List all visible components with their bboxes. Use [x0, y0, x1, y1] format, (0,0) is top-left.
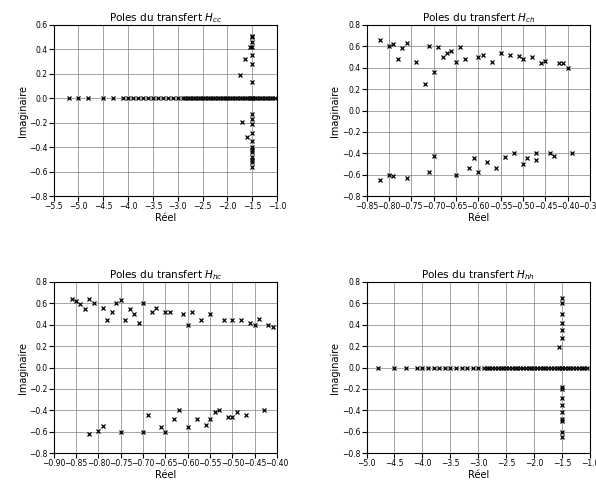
Y-axis label: Imaginaire: Imaginaire: [330, 85, 340, 136]
Title: Poles du transfert $H_{hc}$: Poles du transfert $H_{hc}$: [108, 268, 222, 281]
Title: Poles du transfert $H_{ch}$: Poles du transfert $H_{ch}$: [421, 11, 535, 24]
X-axis label: Réel: Réel: [468, 470, 489, 480]
X-axis label: Réel: Réel: [468, 213, 489, 223]
Y-axis label: Imaginaire: Imaginaire: [330, 342, 340, 393]
Title: Poles du transfert $H_{cc}$: Poles du transfert $H_{cc}$: [109, 11, 222, 24]
Y-axis label: Imaginaire: Imaginaire: [17, 342, 27, 393]
Title: Poles du transfert $H_{hh}$: Poles du transfert $H_{hh}$: [421, 268, 535, 281]
X-axis label: Réel: Réel: [155, 213, 176, 223]
X-axis label: Réel: Réel: [155, 470, 176, 480]
Y-axis label: Imaginaire: Imaginaire: [17, 85, 27, 136]
